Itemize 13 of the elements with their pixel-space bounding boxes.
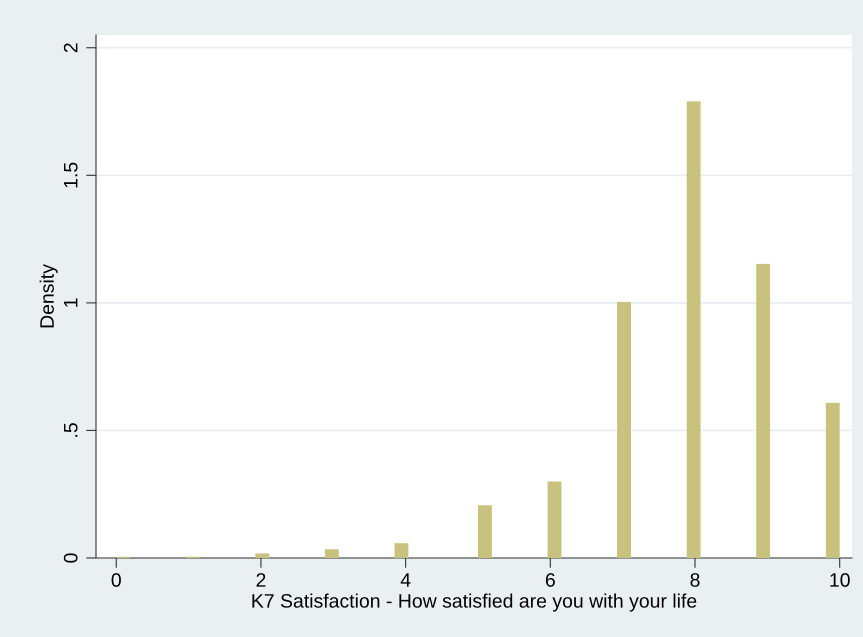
x-tick-label: 8: [690, 573, 700, 587]
y-axis-title: Density: [40, 264, 58, 328]
x-axis-title: K7 Satisfaction - How satisfied are you with your life: [252, 593, 696, 612]
y-tick-label: 0: [64, 553, 78, 563]
y-tick-label: 2: [64, 43, 78, 52]
x-tick-label: 2: [256, 573, 266, 587]
x-tick-label: 4: [400, 573, 410, 587]
y-tick-label: .5: [64, 423, 78, 437]
y-tick-label: 1.5: [64, 162, 78, 188]
x-tick-label: 6: [546, 573, 555, 587]
x-tick-label: 10: [830, 573, 850, 587]
x-tick-label: 0: [112, 573, 121, 587]
y-tick-label: 1: [64, 298, 78, 307]
